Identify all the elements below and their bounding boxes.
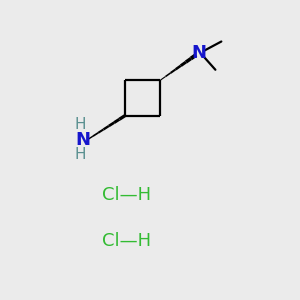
Text: N: N [76, 130, 91, 148]
Text: Cl—H: Cl—H [102, 232, 151, 250]
Text: N: N [191, 44, 206, 62]
Text: H: H [74, 147, 86, 162]
Text: Cl—H: Cl—H [102, 186, 151, 204]
Text: H: H [74, 117, 86, 132]
